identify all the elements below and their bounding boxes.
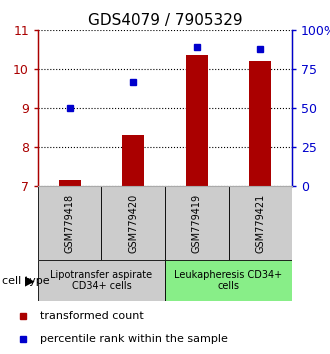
Bar (59, 180, 81, 186)
Text: GSM779420: GSM779420 (128, 193, 138, 253)
Text: GSM779421: GSM779421 (255, 193, 265, 253)
Text: GSM779419: GSM779419 (192, 193, 202, 253)
Text: Leukapheresis CD34+
cells: Leukapheresis CD34+ cells (175, 270, 282, 291)
Text: ▶: ▶ (25, 274, 35, 287)
Text: transformed count: transformed count (40, 311, 143, 321)
Bar (228, 186, 292, 260)
Bar (122, 135, 144, 186)
Bar (165, 260, 292, 301)
Bar (38, 260, 165, 301)
Text: percentile rank within the sample: percentile rank within the sample (40, 333, 227, 343)
Text: Lipotransfer aspirate
CD34+ cells: Lipotransfer aspirate CD34+ cells (50, 270, 152, 291)
Bar (165, 186, 228, 260)
Title: GDS4079 / 7905329: GDS4079 / 7905329 (88, 12, 242, 28)
Text: GSM779418: GSM779418 (65, 193, 75, 253)
Bar (186, 55, 208, 186)
Bar (102, 186, 165, 260)
Bar (249, 61, 271, 186)
Bar (38, 186, 102, 260)
Text: cell type: cell type (2, 275, 49, 286)
